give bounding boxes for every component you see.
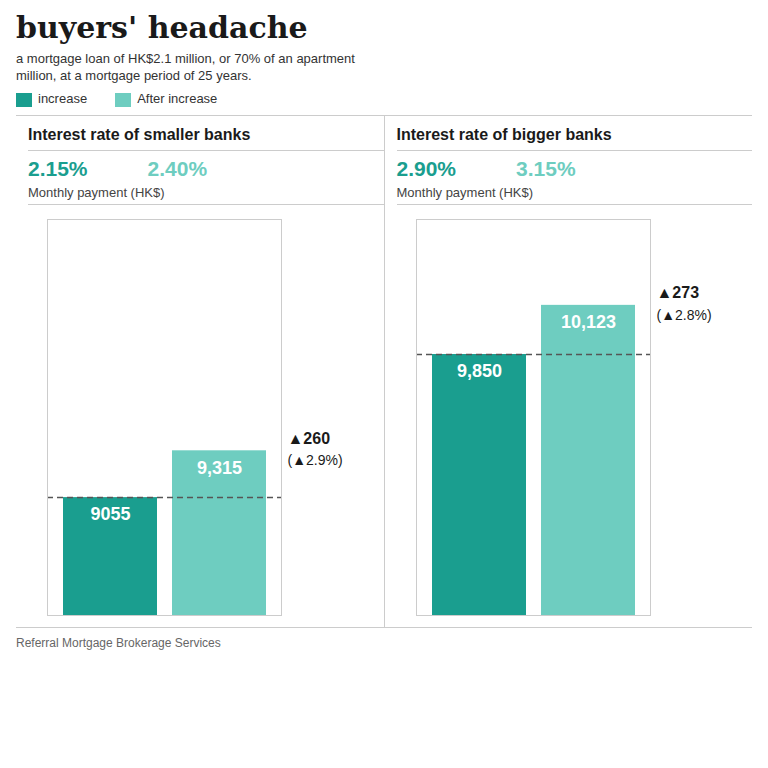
html-text:After increase: After increase	[137, 91, 218, 106]
html-text:2.15%: 2.15%	[28, 156, 88, 180]
html-text:million, at a mortgage period: million, at a mortgage period of 25 year…	[16, 68, 252, 83]
html-text:Interest rate of smaller banks: Interest rate of smaller banks	[28, 125, 251, 143]
html-text:2.90%: 2.90%	[396, 156, 456, 180]
html-text:Monthly payment (HK$): Monthly payment (HK$)	[28, 184, 165, 200]
svg-text:▲273: ▲273	[656, 284, 699, 301]
html-text:Referral Mortgage Brokerage Se: Referral Mortgage Brokerage Services	[16, 635, 221, 650]
svg-text:10,123: 10,123	[560, 312, 615, 332]
svg-text:9055: 9055	[90, 504, 130, 524]
svg-text:9,850: 9,850	[456, 361, 501, 381]
svg-text:9,315: 9,315	[197, 457, 242, 477]
svg-text:▲260: ▲260	[288, 429, 331, 446]
html-text:buyers' headache: buyers' headache	[16, 10, 308, 45]
svg-text:(▲2.8%): (▲2.8%)	[656, 306, 711, 322]
html-text:Monthly payment (HK$): Monthly payment (HK$)	[396, 184, 534, 200]
html-text:3.15%: 3.15%	[516, 156, 576, 180]
html-text:Interest rate of bigger banks: Interest rate of bigger banks	[396, 125, 612, 143]
html-text:2.40%: 2.40%	[147, 156, 208, 180]
html-text:a mortgage loan of HK$2.1 mill: a mortgage loan of HK$2.1 million, or 70…	[16, 51, 355, 66]
svg-text:(▲2.9%): (▲2.9%)	[288, 452, 343, 468]
html-text:increase: increase	[38, 91, 88, 106]
